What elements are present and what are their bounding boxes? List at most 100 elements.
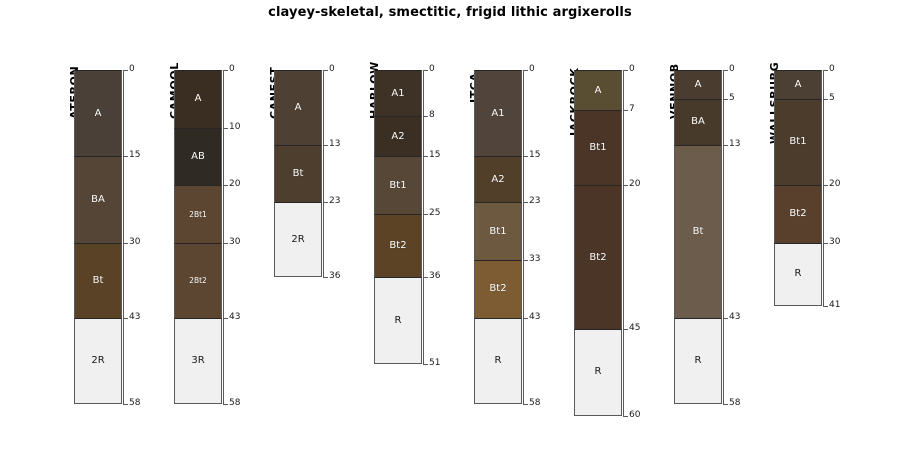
horizon-label: R [794,268,802,280]
horizon-label: 2R [291,233,305,245]
horizon-bt1[interactable]: Bt1 [574,110,622,186]
soil-profile-vennob: VENNOBABABtR05134358 [654,0,754,450]
horizon-r[interactable]: R [474,317,522,405]
depth-axis-tick [723,98,728,100]
horizon-bt[interactable]: Bt [674,144,722,318]
depth-tick-label: 30 [829,236,841,247]
depth-axis-tick [123,70,128,71]
depth-axis-tick [623,110,628,112]
horizon-r[interactable]: R [774,242,822,307]
depth-axis-line [123,70,124,405]
depth-tick-label: 20 [629,179,641,190]
depth-axis-tick [423,363,428,365]
horizon-a2[interactable]: A2 [374,116,422,157]
depth-axis-tick [423,214,428,215]
depth-axis-tick [423,277,428,279]
horizon-label: A2 [391,130,405,142]
depth-tick-label: 58 [529,398,541,409]
horizon-bt2[interactable]: Bt2 [774,185,822,243]
depth-axis-tick [523,202,528,204]
horizon-a[interactable]: A [574,70,622,111]
depth-tick-label: 0 [729,64,735,74]
depth-tick-label: 41 [829,300,841,311]
depth-axis-tick [623,329,628,331]
depth-axis-line [523,70,524,405]
horizon-r[interactable]: R [574,329,622,416]
depth-axis-tick [623,415,628,417]
depth-tick-label: 43 [229,311,241,322]
horizon-label: Bt2 [489,283,507,295]
depth-axis-line [823,70,824,307]
horizon-3r[interactable]: 3R [174,317,222,405]
depth-axis-tick [523,70,528,71]
horizon-bt[interactable]: Bt [274,144,322,203]
depth-tick-label: 30 [229,236,241,247]
horizon-label: BA [91,194,105,206]
horizon-a[interactable]: A [774,70,822,99]
depth-tick-label: 0 [329,64,335,74]
horizon-label: Bt1 [589,142,607,154]
horizon-label: R [394,314,402,326]
horizon-a[interactable]: A [274,70,322,145]
depth-tick-label: 51 [429,357,441,368]
horizon-a[interactable]: A [74,70,122,157]
depth-axis-tick [223,404,228,406]
horizon-a2[interactable]: A2 [474,156,522,203]
soil-profile-wallsburg: WALLSBURGABt1Bt2R05203041 [754,0,854,450]
horizon-a1[interactable]: A1 [474,70,522,157]
depth-axis-tick [823,70,828,71]
horizon-bt2[interactable]: Bt2 [474,260,522,318]
depth-axis-tick [723,317,728,319]
depth-axis-tick [323,277,328,279]
depth-axis-tick [523,317,528,319]
horizon-2r[interactable]: 2R [274,202,322,278]
horizon-2bt1[interactable]: 2Bt1 [174,185,222,243]
depth-tick-label: 0 [429,64,435,74]
horizon-2bt2[interactable]: 2Bt2 [174,242,222,318]
horizon-a1[interactable]: A1 [374,70,422,117]
depth-axis-tick [123,317,128,319]
depth-tick-label: 43 [529,311,541,322]
horizon-label: Bt [292,168,304,180]
depth-tick-label: 43 [129,311,141,322]
depth-axis-tick [223,127,228,129]
horizon-bt2[interactable]: Bt2 [574,185,622,330]
depth-tick-label: 60 [629,409,641,420]
depth-tick-label: 15 [529,150,541,161]
depth-axis-tick [823,242,828,244]
horizon-label: 2Bt1 [189,209,207,219]
horizon-label: A [694,78,702,90]
depth-tick-label: 0 [229,64,235,74]
horizon-bt1[interactable]: Bt1 [774,98,822,186]
horizon-bt1[interactable]: Bt1 [374,156,422,214]
depth-tick-label: 20 [829,179,841,190]
horizon-ba[interactable]: BA [74,156,122,243]
soil-profile-canest: CANESTABt2R0132336 [254,0,354,450]
depth-tick-label: 30 [129,236,141,247]
horizon-label: Bt [92,274,104,286]
horizon-label: Bt1 [389,179,407,191]
horizon-bt1[interactable]: Bt1 [474,202,522,261]
depth-tick-label: 45 [629,323,641,334]
depth-axis-tick [323,144,328,146]
horizon-r[interactable]: R [374,277,422,364]
horizon-2r[interactable]: 2R [74,317,122,405]
depth-tick-label: 10 [229,121,241,132]
horizon-ab[interactable]: AB [174,127,222,186]
depth-axis-line [423,70,424,364]
horizon-a[interactable]: A [174,70,222,128]
horizon-ba[interactable]: BA [674,98,722,145]
horizon-bt2[interactable]: Bt2 [374,214,422,278]
soil-profile-jackrock: JACKROCKABt1Bt2R07204560 [554,0,654,450]
horizon-bt[interactable]: Bt [74,242,122,318]
depth-axis-tick [223,242,228,244]
depth-tick-label: 0 [529,64,535,74]
horizon-label: A [94,107,102,119]
depth-axis-tick [823,185,828,187]
depth-axis-tick [823,98,828,100]
depth-axis-tick [523,260,528,262]
soil-profile-camool: CAMOOLAAB2Bt12Bt23R01020304358 [154,0,254,450]
horizon-a[interactable]: A [674,70,722,99]
horizon-r[interactable]: R [674,317,722,405]
depth-axis-tick [223,317,228,319]
